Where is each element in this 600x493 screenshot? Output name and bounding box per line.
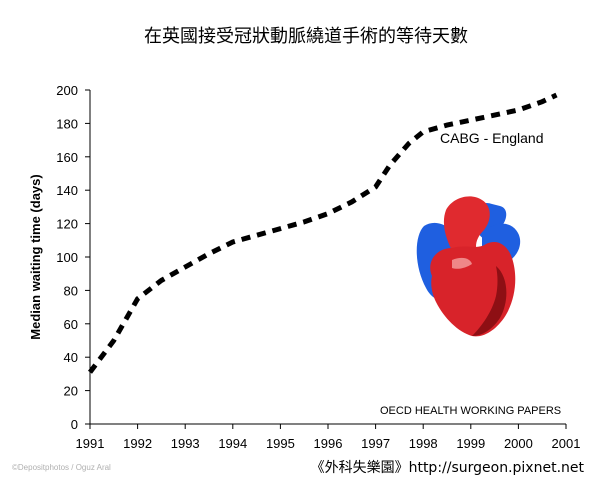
x-tick-label: 1995 [266, 436, 295, 451]
heart-ventricle-shadow [472, 266, 507, 336]
heart-highlight [452, 257, 472, 269]
y-ticks: 0 20 40 60 80 100 120 140 160 180 200 [56, 83, 90, 432]
heart-illustration [416, 196, 521, 337]
y-tick-label: 120 [56, 217, 78, 232]
y-tick-label: 0 [71, 417, 78, 432]
x-tick-label: 1993 [171, 436, 200, 451]
x-tick-label: 1996 [314, 436, 343, 451]
x-tick-label: 1991 [76, 436, 105, 451]
heart-aorta [443, 196, 490, 258]
blog-credit: 《外科失樂園》http://surgeon.pixnet.net [311, 459, 585, 476]
y-tick-label: 160 [56, 150, 78, 165]
x-tick-label: 1992 [123, 436, 152, 451]
x-tick-label: 1999 [456, 436, 485, 451]
x-tick-label: 1998 [409, 436, 438, 451]
y-tick-label: 180 [56, 116, 78, 131]
y-axis-label: Median waiting time (days) [28, 174, 43, 339]
y-tick-label: 60 [64, 317, 78, 332]
y-tick-label: 40 [64, 350, 78, 365]
y-tick-label: 200 [56, 83, 78, 98]
y-tick-label: 20 [64, 384, 78, 399]
y-tick-label: 100 [56, 250, 78, 265]
y-tick-label: 80 [64, 283, 78, 298]
x-tick-label: 2000 [504, 436, 533, 451]
x-tick-label: 1997 [361, 436, 390, 451]
series-label: CABG - England [440, 130, 544, 146]
series-layer [88, 92, 558, 374]
source-note: OECD HEALTH WORKING PAPERS [380, 405, 561, 417]
x-ticks: 1991 1992 1993 1994 1995 1996 1997 1998 1999 2000… [76, 424, 581, 451]
x-tick-label: 2001 [552, 436, 581, 451]
chart-title: 在英國接受冠狀動脈繞道手術的等待天數 [144, 26, 468, 47]
y-tick-label: 140 [56, 183, 78, 198]
series-line-cabg-england [88, 92, 558, 374]
x-tick-label: 1994 [218, 436, 247, 451]
photo-watermark: ©Depositphotos / Oguz Aral [12, 463, 111, 472]
